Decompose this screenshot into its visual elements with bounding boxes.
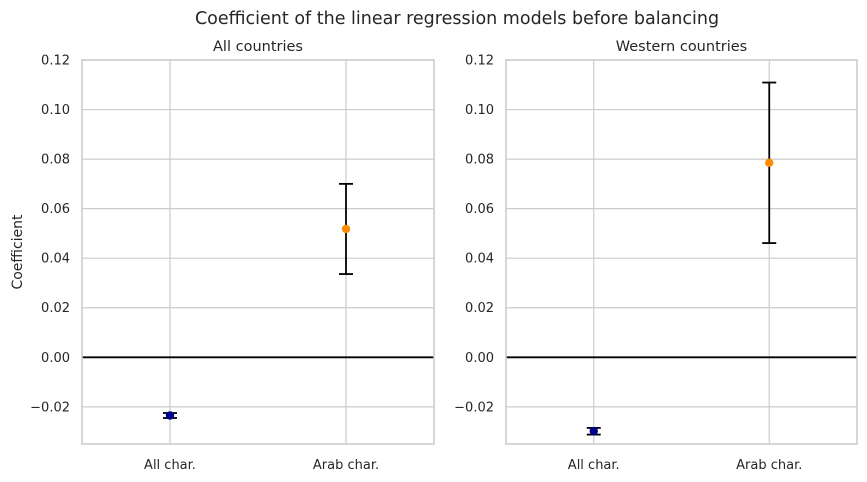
axes-frame xyxy=(505,59,858,445)
data-point xyxy=(165,411,175,420)
y-tick-label: 0.10 xyxy=(41,103,70,118)
data-point xyxy=(765,158,774,168)
panel-title: All countries xyxy=(213,39,303,55)
x-tick-label: All char. xyxy=(568,458,620,473)
y-tick-label: 0.02 xyxy=(465,301,494,316)
panel-title: Western countries xyxy=(616,39,747,55)
x-tick-label: All char. xyxy=(144,458,196,473)
data-point xyxy=(589,426,598,436)
y-tick-label: 0.10 xyxy=(465,103,494,118)
x-tick-label: Arab char. xyxy=(736,458,802,473)
y-tick-label: 0.12 xyxy=(41,54,70,69)
y-tick-label: −0.02 xyxy=(30,400,70,415)
y-tick-label: 0.04 xyxy=(41,252,70,267)
y-tick-label: 0.02 xyxy=(41,301,70,316)
figure-title: Coefficient of the linear regression mod… xyxy=(195,9,719,29)
panel-western-countries: −0.02 0.00 0.02 0.04 0.06 0.08 0.10 0.12 All cha… xyxy=(454,39,858,473)
y-tick-label: 0.04 xyxy=(465,252,494,267)
y-tick-label: 0.12 xyxy=(465,54,494,69)
axes-frame xyxy=(81,59,435,445)
panel-all-countries: −0.02 0.00 0.02 0.04 0.06 0.08 0.10 0.12 All cha… xyxy=(10,39,435,473)
y-tick-label: 0.08 xyxy=(465,153,494,168)
y-tick-label: −0.02 xyxy=(454,400,494,415)
y-tick-label: 0.08 xyxy=(41,153,70,168)
y-tick-label: 0.00 xyxy=(41,351,70,366)
y-tick-label: 0.06 xyxy=(465,202,494,217)
y-tick-label: 0.06 xyxy=(41,202,70,217)
data-point xyxy=(341,224,351,234)
y-axis-label: Coefficient xyxy=(10,214,26,290)
y-tick-label: 0.00 xyxy=(465,351,494,366)
x-tick-label: Arab char. xyxy=(313,458,379,473)
